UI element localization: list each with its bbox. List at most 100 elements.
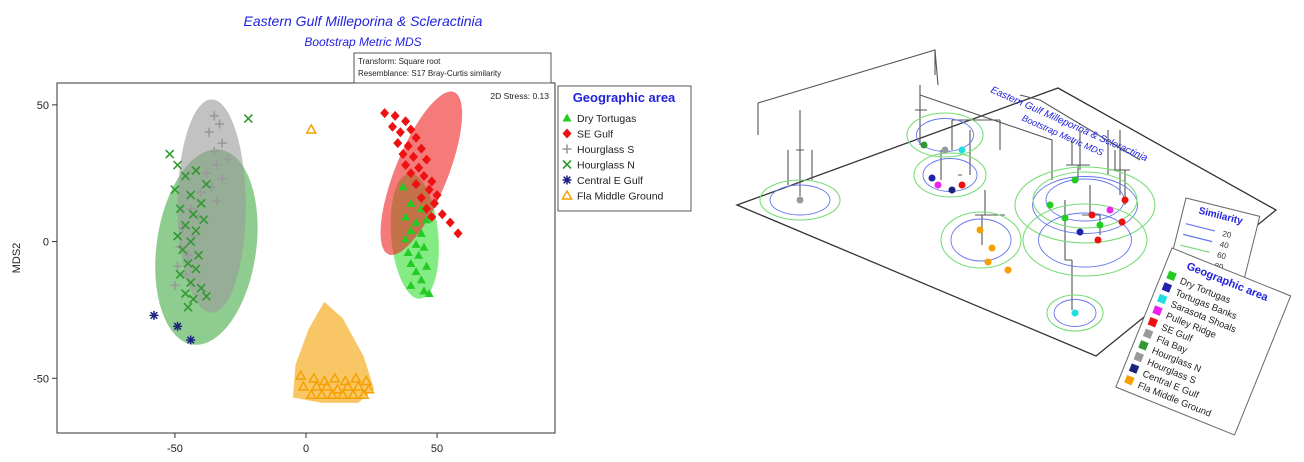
data-point xyxy=(183,250,193,260)
data-point xyxy=(180,171,190,181)
dendrogram-branch xyxy=(787,150,813,185)
legend-label: Hourglass S xyxy=(577,144,634,156)
data-point xyxy=(406,168,416,179)
similarity-circle xyxy=(1032,171,1138,229)
data-point xyxy=(193,250,204,260)
mds-2d-chart: Eastern Gulf Milleporina & Scleractinia … xyxy=(11,13,692,455)
data-point xyxy=(188,209,198,219)
legend-label: Hourglass N xyxy=(577,160,635,172)
similarity-circle xyxy=(1022,203,1148,277)
data-point xyxy=(350,372,362,383)
legend-label: SE Gulf xyxy=(577,129,613,141)
data-point xyxy=(339,375,352,386)
scene-point xyxy=(1076,228,1084,236)
dendrogram xyxy=(757,49,1141,310)
data-point xyxy=(401,160,411,171)
data-point xyxy=(429,198,439,209)
similarity-circle xyxy=(1032,176,1138,234)
similarity-swatch xyxy=(1185,223,1216,232)
scene-point xyxy=(958,181,966,189)
data-point xyxy=(401,116,411,127)
data-point xyxy=(380,108,390,119)
mds-3d-chart: Eastern Gulf Milleporina & Scleractinia B… xyxy=(720,0,1304,457)
similarity-circle xyxy=(940,211,1022,269)
scene-point xyxy=(934,181,942,189)
scene-point xyxy=(1071,176,1079,184)
data-point xyxy=(173,321,183,331)
legend-marker xyxy=(561,189,573,200)
geo-legend-swatch xyxy=(1133,351,1144,363)
series-5 xyxy=(294,123,375,399)
similarity-circle xyxy=(759,179,841,221)
data-point xyxy=(183,302,193,312)
data-point xyxy=(217,174,227,184)
data-point xyxy=(186,190,196,200)
data-point xyxy=(186,335,196,345)
scene-point xyxy=(958,146,966,154)
data-point xyxy=(326,388,338,399)
data-point xyxy=(411,239,421,248)
y-axis-label: MDS2 xyxy=(11,243,23,274)
data-point xyxy=(422,203,432,214)
legend-label: Fla Middle Ground xyxy=(577,191,664,203)
series-1 xyxy=(380,108,463,239)
confidence-ellipse xyxy=(177,99,246,313)
data-point xyxy=(406,198,416,207)
data-point xyxy=(414,162,424,173)
dendrogram-branch xyxy=(757,49,936,104)
dendrogram-branch xyxy=(940,130,971,180)
data-point xyxy=(437,209,447,220)
data-point xyxy=(398,182,408,191)
data-point xyxy=(422,261,432,270)
data-point xyxy=(191,226,201,236)
data-point xyxy=(204,127,214,137)
similarity-swatch xyxy=(1182,233,1213,243)
scene-point xyxy=(1061,214,1069,222)
base-plane xyxy=(735,87,1278,357)
data-point xyxy=(406,226,416,235)
geo-legend-swatch xyxy=(1147,317,1159,328)
data-point xyxy=(217,138,227,148)
data-point xyxy=(170,280,180,290)
data-point xyxy=(294,369,307,380)
data-point xyxy=(310,380,323,391)
data-point xyxy=(419,242,429,251)
similarity-level-label: 40 xyxy=(1219,240,1230,251)
data-point xyxy=(416,192,426,203)
similarity-swatch xyxy=(1180,244,1210,253)
data-point xyxy=(175,269,185,279)
data-point xyxy=(201,168,211,178)
scene-point xyxy=(1121,196,1129,204)
data-point xyxy=(342,380,354,391)
data-point xyxy=(173,231,183,241)
geo-legend-swatch xyxy=(1161,282,1173,293)
legend-marker xyxy=(562,175,572,185)
chart-title: Eastern Gulf Milleporina & Scleractinia xyxy=(244,13,483,29)
dendrogram-branch xyxy=(934,49,939,86)
geo-legend-swatch xyxy=(1128,363,1140,374)
similarity-circle xyxy=(769,184,831,216)
data-point xyxy=(196,198,206,208)
legend-title: Geographic area xyxy=(573,90,676,105)
info-box xyxy=(353,52,552,84)
data-point xyxy=(419,170,429,181)
data-point xyxy=(149,310,159,320)
data-point xyxy=(212,196,222,206)
data-point xyxy=(411,132,421,143)
data-point xyxy=(180,269,190,279)
data-point xyxy=(352,380,365,391)
data-point xyxy=(453,228,463,239)
data-point xyxy=(215,119,225,129)
data-point xyxy=(191,165,201,176)
stress-label: 2D Stress: 0.13 xyxy=(490,91,549,101)
data-point xyxy=(393,138,403,149)
series-0 xyxy=(398,182,434,298)
x-tick-label: -50 xyxy=(167,443,183,455)
data-point xyxy=(191,264,201,274)
x-tick-label: 0 xyxy=(303,443,309,455)
data-point xyxy=(445,217,455,228)
y-tick-label: 0 xyxy=(43,237,49,249)
similarity-circle xyxy=(1014,166,1156,244)
data-point xyxy=(387,121,397,132)
x-tick-label: 50 xyxy=(431,443,443,455)
